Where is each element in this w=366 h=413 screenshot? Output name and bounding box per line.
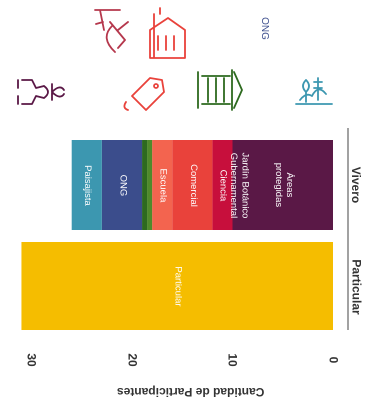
y-axis-label: Cantidad de Participantes: [116, 385, 264, 399]
segment-label-gubernamental: Gubernamental: [227, 152, 239, 218]
tick-label-0: 0: [325, 356, 340, 364]
segment-label-ciencia: Ciencia: [217, 169, 229, 201]
bar-segment-jardín-botánico: [142, 140, 148, 230]
ong-label-icon: ONG: [258, 16, 270, 40]
tick-label-30: 30: [24, 353, 39, 367]
segment-label-ong: ONG: [117, 174, 129, 196]
category-label-particular: Particular: [349, 259, 364, 315]
bar-segment-paisajista: [71, 140, 102, 230]
school-building-icon: [149, 7, 186, 59]
segment-label-áreas-protegidas: Áreas protegidas: [272, 162, 295, 208]
price-tag-icon: [123, 77, 165, 111]
segment-label-escuela: Escuela: [157, 168, 169, 202]
bar-segment-áreas-protegidas: [232, 140, 333, 230]
hands-plant-icon: [17, 79, 65, 105]
government-building-icon: [197, 69, 243, 111]
segment-label-jardín-botánico: Jardín Botánico: [239, 151, 251, 218]
microscope-icon: [94, 9, 129, 53]
category-label-vivero: Vivero: [349, 166, 364, 204]
landscape-trees-icon: [295, 77, 333, 105]
bar-segment-escuela: [152, 140, 173, 230]
segment-label-particular: Particular: [172, 265, 184, 307]
bar-segment-particular: [21, 242, 333, 330]
bar-segment-gubernamental: [147, 140, 153, 230]
tick-label-10: 10: [225, 353, 240, 367]
bar-segment-ciencia: [212, 140, 233, 230]
bar-segment-ong: [101, 140, 143, 230]
segment-label-paisajista: Paisajista: [82, 164, 94, 206]
tick-label-20: 20: [125, 353, 140, 367]
segment-label-comercial: Comercial: [187, 163, 199, 207]
bar-segment-comercial: [172, 140, 213, 230]
